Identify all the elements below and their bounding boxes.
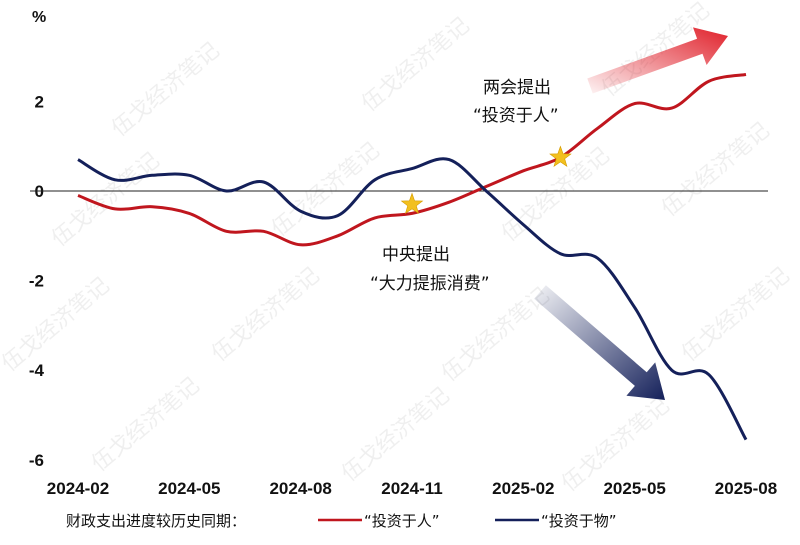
- watermark-text: 伍戈经济笔记: [657, 118, 774, 222]
- annotation-central-line2: “大力提振消费”: [370, 274, 490, 294]
- star-marker-icon: [400, 192, 424, 215]
- x-tick-label: 2024-08: [269, 479, 331, 498]
- watermark-text: 伍戈经济笔记: [0, 273, 114, 377]
- watermark-text: 伍戈经济笔记: [87, 373, 204, 477]
- series-line-invest-in-people: [77, 73, 747, 247]
- series-line-invest-in-things: [77, 157, 748, 441]
- star-marker-icon: [549, 145, 572, 168]
- watermark-text: 伍戈经济笔记: [267, 138, 384, 242]
- annotation-central-consumption: 中央提出 “大力提振消费”: [370, 245, 490, 294]
- trend-arrow-up-icon: [587, 27, 728, 94]
- x-tick-labels: 2024-02 2024-05 2024-08 2024-11 2025-02 2025-…: [47, 479, 777, 498]
- y-tick-label: -2: [29, 272, 44, 291]
- legend-label-things: “投资于物”: [541, 512, 617, 530]
- watermark-text: 伍戈经济笔记: [107, 38, 224, 142]
- legend: 财政支出进度较历史同期： “投资于人” “投资于物”: [66, 512, 617, 530]
- legend-label-people: “投资于人”: [364, 512, 440, 530]
- x-tick-label: 2024-02: [47, 479, 109, 498]
- watermark-text: 伍戈经济笔记: [207, 263, 324, 367]
- watermark-text: 伍戈经济笔记: [357, 13, 474, 117]
- x-tick-label: 2025-08: [715, 479, 777, 498]
- annotation-two-sessions-line2: “投资于人”: [473, 106, 559, 126]
- annotation-two-sessions-line1: 两会提出: [483, 78, 551, 98]
- y-tick-label: -4: [29, 361, 45, 380]
- annotation-two-sessions: 两会提出 “投资于人”: [473, 78, 559, 126]
- marker-layer: [400, 145, 572, 215]
- x-tick-label: 2025-02: [492, 479, 554, 498]
- watermark-text: 伍戈经济笔记: [47, 148, 164, 252]
- trend-arrow-down-icon: [534, 285, 665, 400]
- y-axis-label: %: [32, 9, 46, 26]
- y-tick-label: -6: [29, 451, 44, 470]
- annotation-central-line1: 中央提出: [382, 245, 450, 265]
- y-tick-label: 2: [35, 92, 44, 111]
- watermark-text: 伍戈经济笔记: [677, 263, 794, 367]
- x-tick-label: 2025-05: [603, 479, 665, 498]
- y-tick-labels: 20-2-4-6: [29, 92, 45, 469]
- watermark-text: 伍戈经济笔记: [337, 383, 454, 487]
- x-tick-label: 2024-11: [381, 479, 442, 498]
- series-layer: [77, 73, 748, 441]
- legend-title: 财政支出进度较历史同期：: [66, 512, 246, 530]
- x-tick-label: 2024-05: [158, 479, 220, 498]
